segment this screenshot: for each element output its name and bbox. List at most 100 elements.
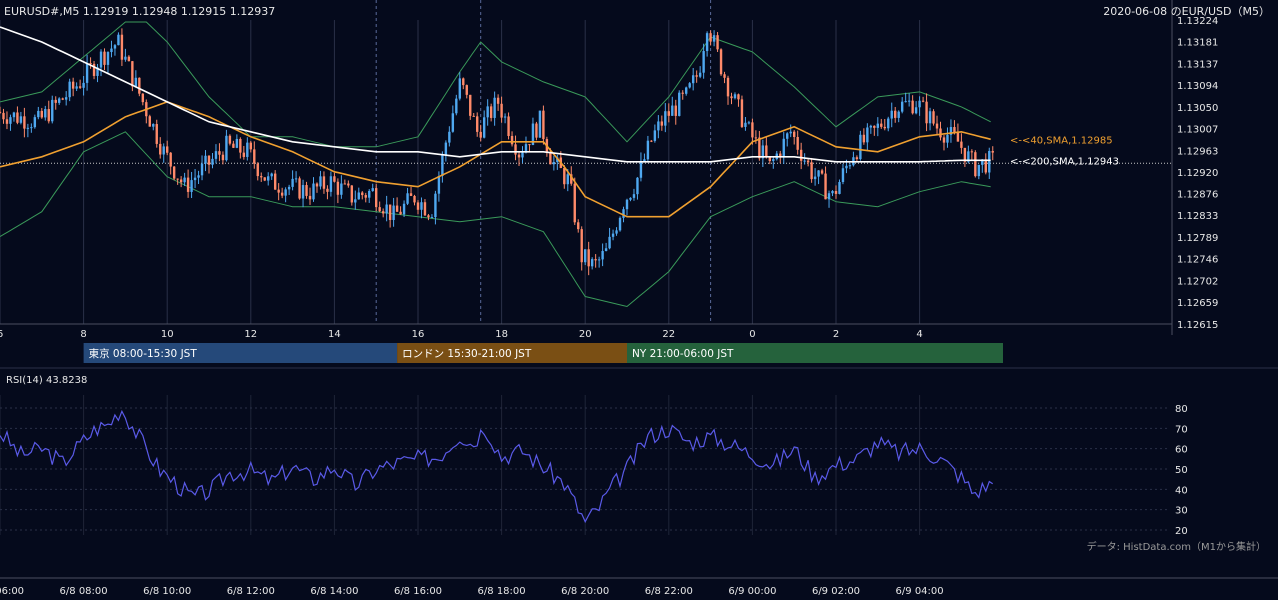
candle-body xyxy=(806,160,810,163)
date-tick-label: 6/8 08:00 xyxy=(60,586,108,597)
candle-body xyxy=(232,143,235,148)
candle-body xyxy=(914,107,918,114)
candle-body xyxy=(113,45,117,49)
grid xyxy=(0,0,1172,535)
session-bar: 東京 08:00-15:30 JST ロンドン 15:30-21:00 JST NY… xyxy=(0,343,1278,369)
candle-body xyxy=(904,101,907,103)
candle-body xyxy=(166,146,169,153)
candle-body xyxy=(159,143,162,155)
candle-body xyxy=(496,97,500,104)
candle-body xyxy=(716,35,719,50)
candle-body xyxy=(319,176,322,187)
candle-body xyxy=(946,134,949,143)
candle-body xyxy=(186,177,190,192)
candle-body xyxy=(712,35,716,42)
candle-body xyxy=(465,85,468,95)
candle-body xyxy=(430,217,434,219)
candle-body xyxy=(197,175,200,178)
candle-body xyxy=(796,136,799,150)
chart-date-title: 2020-06-08 のEUR/USD（M5） xyxy=(1103,5,1270,18)
candle-body xyxy=(517,154,521,158)
candle-body xyxy=(155,124,158,144)
rsi-title: RSI(14) 43.8238 xyxy=(6,375,87,386)
candle-body xyxy=(9,117,12,124)
candle-body xyxy=(827,193,831,200)
candle-body xyxy=(709,33,712,42)
candle-body xyxy=(479,131,482,138)
candle-body xyxy=(375,188,378,208)
candle-body xyxy=(754,137,758,139)
candle-body xyxy=(239,138,242,153)
candle-body xyxy=(242,152,246,157)
bollinger-upper xyxy=(0,21,991,148)
candle-body xyxy=(458,78,461,99)
candle-body xyxy=(963,147,967,162)
candle-body xyxy=(96,67,99,76)
candle-body xyxy=(322,176,326,189)
candle-body xyxy=(493,97,496,118)
sma200-label: <-<200,SMA,1.12943 xyxy=(1010,156,1119,167)
candle-body xyxy=(99,51,103,68)
candle-body xyxy=(873,125,876,128)
price-tick-label: 1.12615 xyxy=(1177,320,1218,331)
candle-body xyxy=(876,123,879,128)
candle-body xyxy=(361,192,364,196)
candle-body xyxy=(862,134,866,143)
candle-body xyxy=(423,202,427,216)
candle-body xyxy=(967,151,970,162)
candle-body xyxy=(667,111,670,116)
price-tick-label: 1.13094 xyxy=(1177,81,1218,92)
candle-body xyxy=(0,111,2,113)
candle-body xyxy=(64,97,68,100)
candle-body xyxy=(378,207,381,212)
date-tick-label: 6/8 20:00 xyxy=(561,586,609,597)
candle-body xyxy=(134,77,138,87)
candle-body xyxy=(991,151,994,153)
candle-body xyxy=(193,177,197,181)
candle-body xyxy=(455,98,458,114)
price-tick-label: 1.13181 xyxy=(1177,37,1218,48)
candle-body xyxy=(678,92,681,116)
candle-body xyxy=(817,170,820,177)
price-tick-label: 1.13007 xyxy=(1177,124,1218,135)
price-tick-label: 1.12876 xyxy=(1177,190,1218,201)
date-tick-label: 6/9 00:00 xyxy=(728,586,776,597)
candle-body xyxy=(392,205,395,220)
candle-body xyxy=(169,152,172,167)
candle-body xyxy=(434,193,437,218)
price-tick-label: 1.12789 xyxy=(1177,233,1218,244)
candle-body xyxy=(16,112,19,123)
price-tick-label: 1.12920 xyxy=(1177,168,1218,179)
candle-body xyxy=(350,185,354,203)
candle-body xyxy=(528,144,531,146)
candle-body xyxy=(932,111,935,124)
sma200-line xyxy=(0,26,991,163)
date-tick-label: 6/8 18:00 xyxy=(478,586,526,597)
candle-body xyxy=(256,163,259,177)
data-source-note: データ: HistData.com（M1から集計） xyxy=(1087,540,1266,553)
candle-body xyxy=(315,183,319,187)
candle-body xyxy=(280,192,284,196)
candle-body xyxy=(632,194,636,198)
candle-body xyxy=(381,211,385,214)
candle-body xyxy=(521,152,524,158)
candle-body xyxy=(176,178,179,180)
candle-body xyxy=(939,128,942,138)
candle-body xyxy=(395,205,399,212)
candle-body xyxy=(131,61,134,87)
candle-body xyxy=(845,165,848,169)
candle-body xyxy=(33,117,37,128)
candle-body xyxy=(482,117,486,138)
candle-body xyxy=(531,123,535,146)
hour-tick-label: 4 xyxy=(916,329,922,340)
candle-body xyxy=(106,52,110,65)
candle-body xyxy=(928,111,932,124)
candle-body xyxy=(179,179,183,183)
candle-body xyxy=(92,63,96,76)
candle-body xyxy=(291,178,294,187)
candle-body xyxy=(120,34,124,60)
candle-body xyxy=(894,110,897,118)
candle-body xyxy=(308,195,312,200)
candle-body xyxy=(660,121,664,126)
candle-body xyxy=(127,56,131,62)
